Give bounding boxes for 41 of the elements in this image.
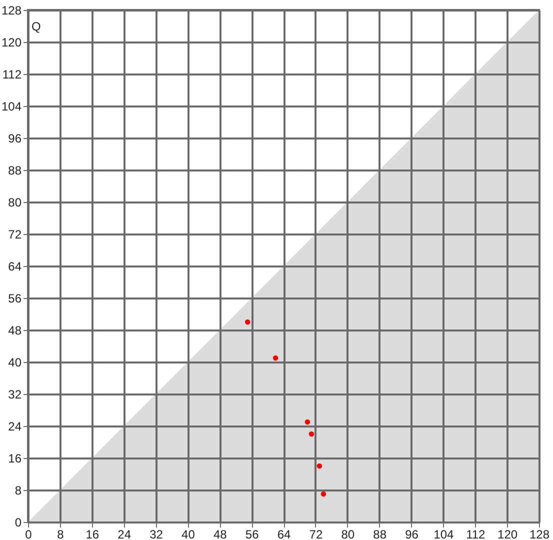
y-tick-label: 72	[8, 228, 22, 242]
point	[272, 355, 278, 361]
x-tick-label: 120	[498, 528, 518, 540]
x-tick-label: 88	[373, 528, 387, 540]
x-tick-label: 0	[25, 528, 32, 540]
point	[316, 463, 322, 469]
x-tick-label: 104	[434, 528, 454, 540]
y-tick-label: 128	[1, 4, 22, 18]
y-tick-label: 40	[8, 356, 22, 370]
point	[304, 419, 310, 425]
y-tick-label: 64	[8, 260, 22, 274]
x-tick-label: 72	[309, 528, 323, 540]
y-tick-label: 24	[8, 420, 22, 434]
y-tick-label: 120	[1, 36, 22, 50]
x-tick-label: 24	[118, 528, 132, 540]
x-tick-label: 64	[277, 528, 291, 540]
x-tick-label: 16	[86, 528, 100, 540]
y-tick-label: 80	[8, 196, 22, 210]
point	[308, 431, 314, 437]
y-axis-title: Q	[32, 20, 41, 34]
y-tick-label: 0	[14, 516, 22, 530]
point	[244, 319, 250, 325]
x-tick-label: 128	[529, 528, 550, 540]
y-tick-label: 48	[8, 324, 22, 338]
y-tick-label: 112	[2, 68, 22, 82]
x-tick-label: 48	[213, 528, 228, 540]
x-tick-label: 112	[466, 528, 486, 540]
x-tick-label: 40	[182, 528, 196, 540]
x-tick-label: 96	[405, 528, 419, 540]
y-tick-label: 88	[8, 164, 22, 178]
x-tick-label: 56	[245, 528, 260, 540]
y-tick-label: 32	[8, 388, 22, 402]
y-tick-label: 96	[8, 132, 22, 146]
y-tick-label: 104	[1, 100, 22, 114]
y-tick-label: 8	[14, 484, 22, 498]
x-tick-label: 32	[150, 528, 164, 540]
x-tick-label: 80	[341, 528, 355, 540]
x-tick-label: 8	[57, 528, 64, 540]
y-tick-label: 16	[8, 452, 22, 466]
point	[320, 491, 326, 497]
y-tick-label: 56	[8, 292, 22, 306]
